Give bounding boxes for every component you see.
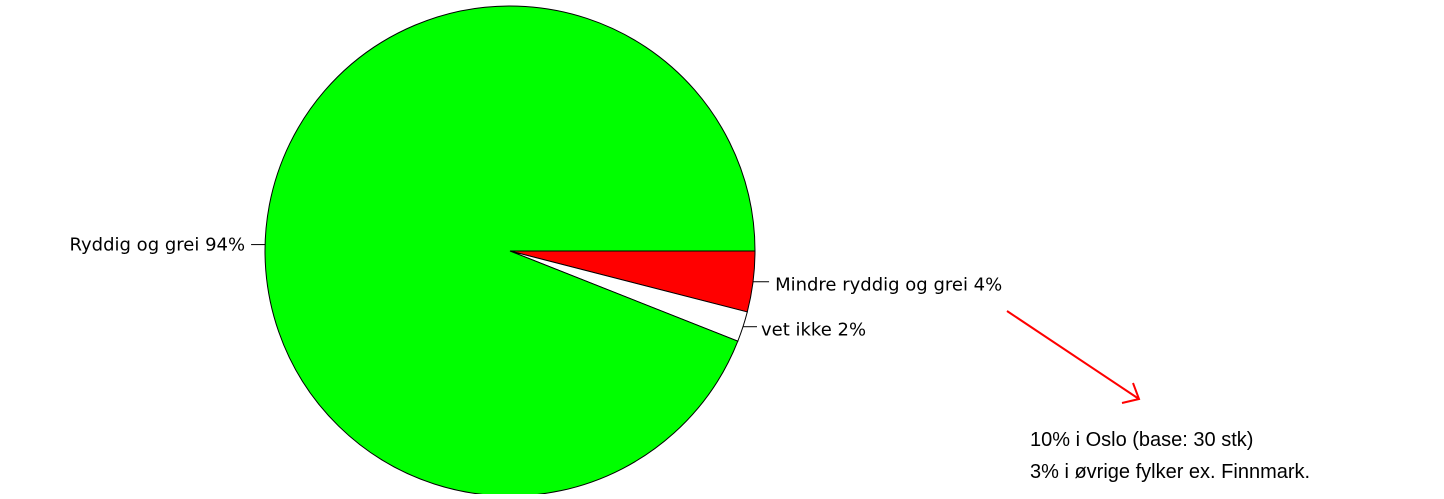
slice-label-vet-ikke: vet ikke 2% — [761, 320, 866, 341]
slice-label-name: vet ikke — [761, 320, 838, 341]
slice-label-value: 2% — [838, 320, 867, 341]
slices-layer — [264, 5, 756, 497]
slice-label-value: 4% — [974, 275, 1003, 296]
pie-slice-ryddig-og-grei — [264, 5, 756, 497]
slice-label-name: Mindre ryddig og grei — [775, 275, 974, 296]
slice-label-mindre-ryddig-og-grei: Mindre ryddig og grei 4% — [775, 275, 1002, 296]
annotation-line-oslo: 10% i Oslo (base: 30 stk) — [1030, 429, 1253, 451]
annotation-arrow-line — [1006, 310, 1140, 400]
slice-label-value: 94% — [205, 235, 245, 256]
slice-label-ryddig-og-grei: Ryddig og grei 94% — [70, 235, 246, 256]
annotation-arrow — [1006, 310, 1141, 404]
annotation-arrow-head — [1121, 382, 1141, 404]
slice-label-name: Ryddig og grei — [70, 235, 206, 256]
leader-lines-layer — [251, 244, 770, 328]
slice-labels-layer: Mindre ryddig og grei 4% vet ikke 2% Ryddi… — [70, 235, 1003, 341]
annotation-line-other-counties: 3% i øvrige fylker ex. Finnmark. — [1030, 461, 1310, 483]
